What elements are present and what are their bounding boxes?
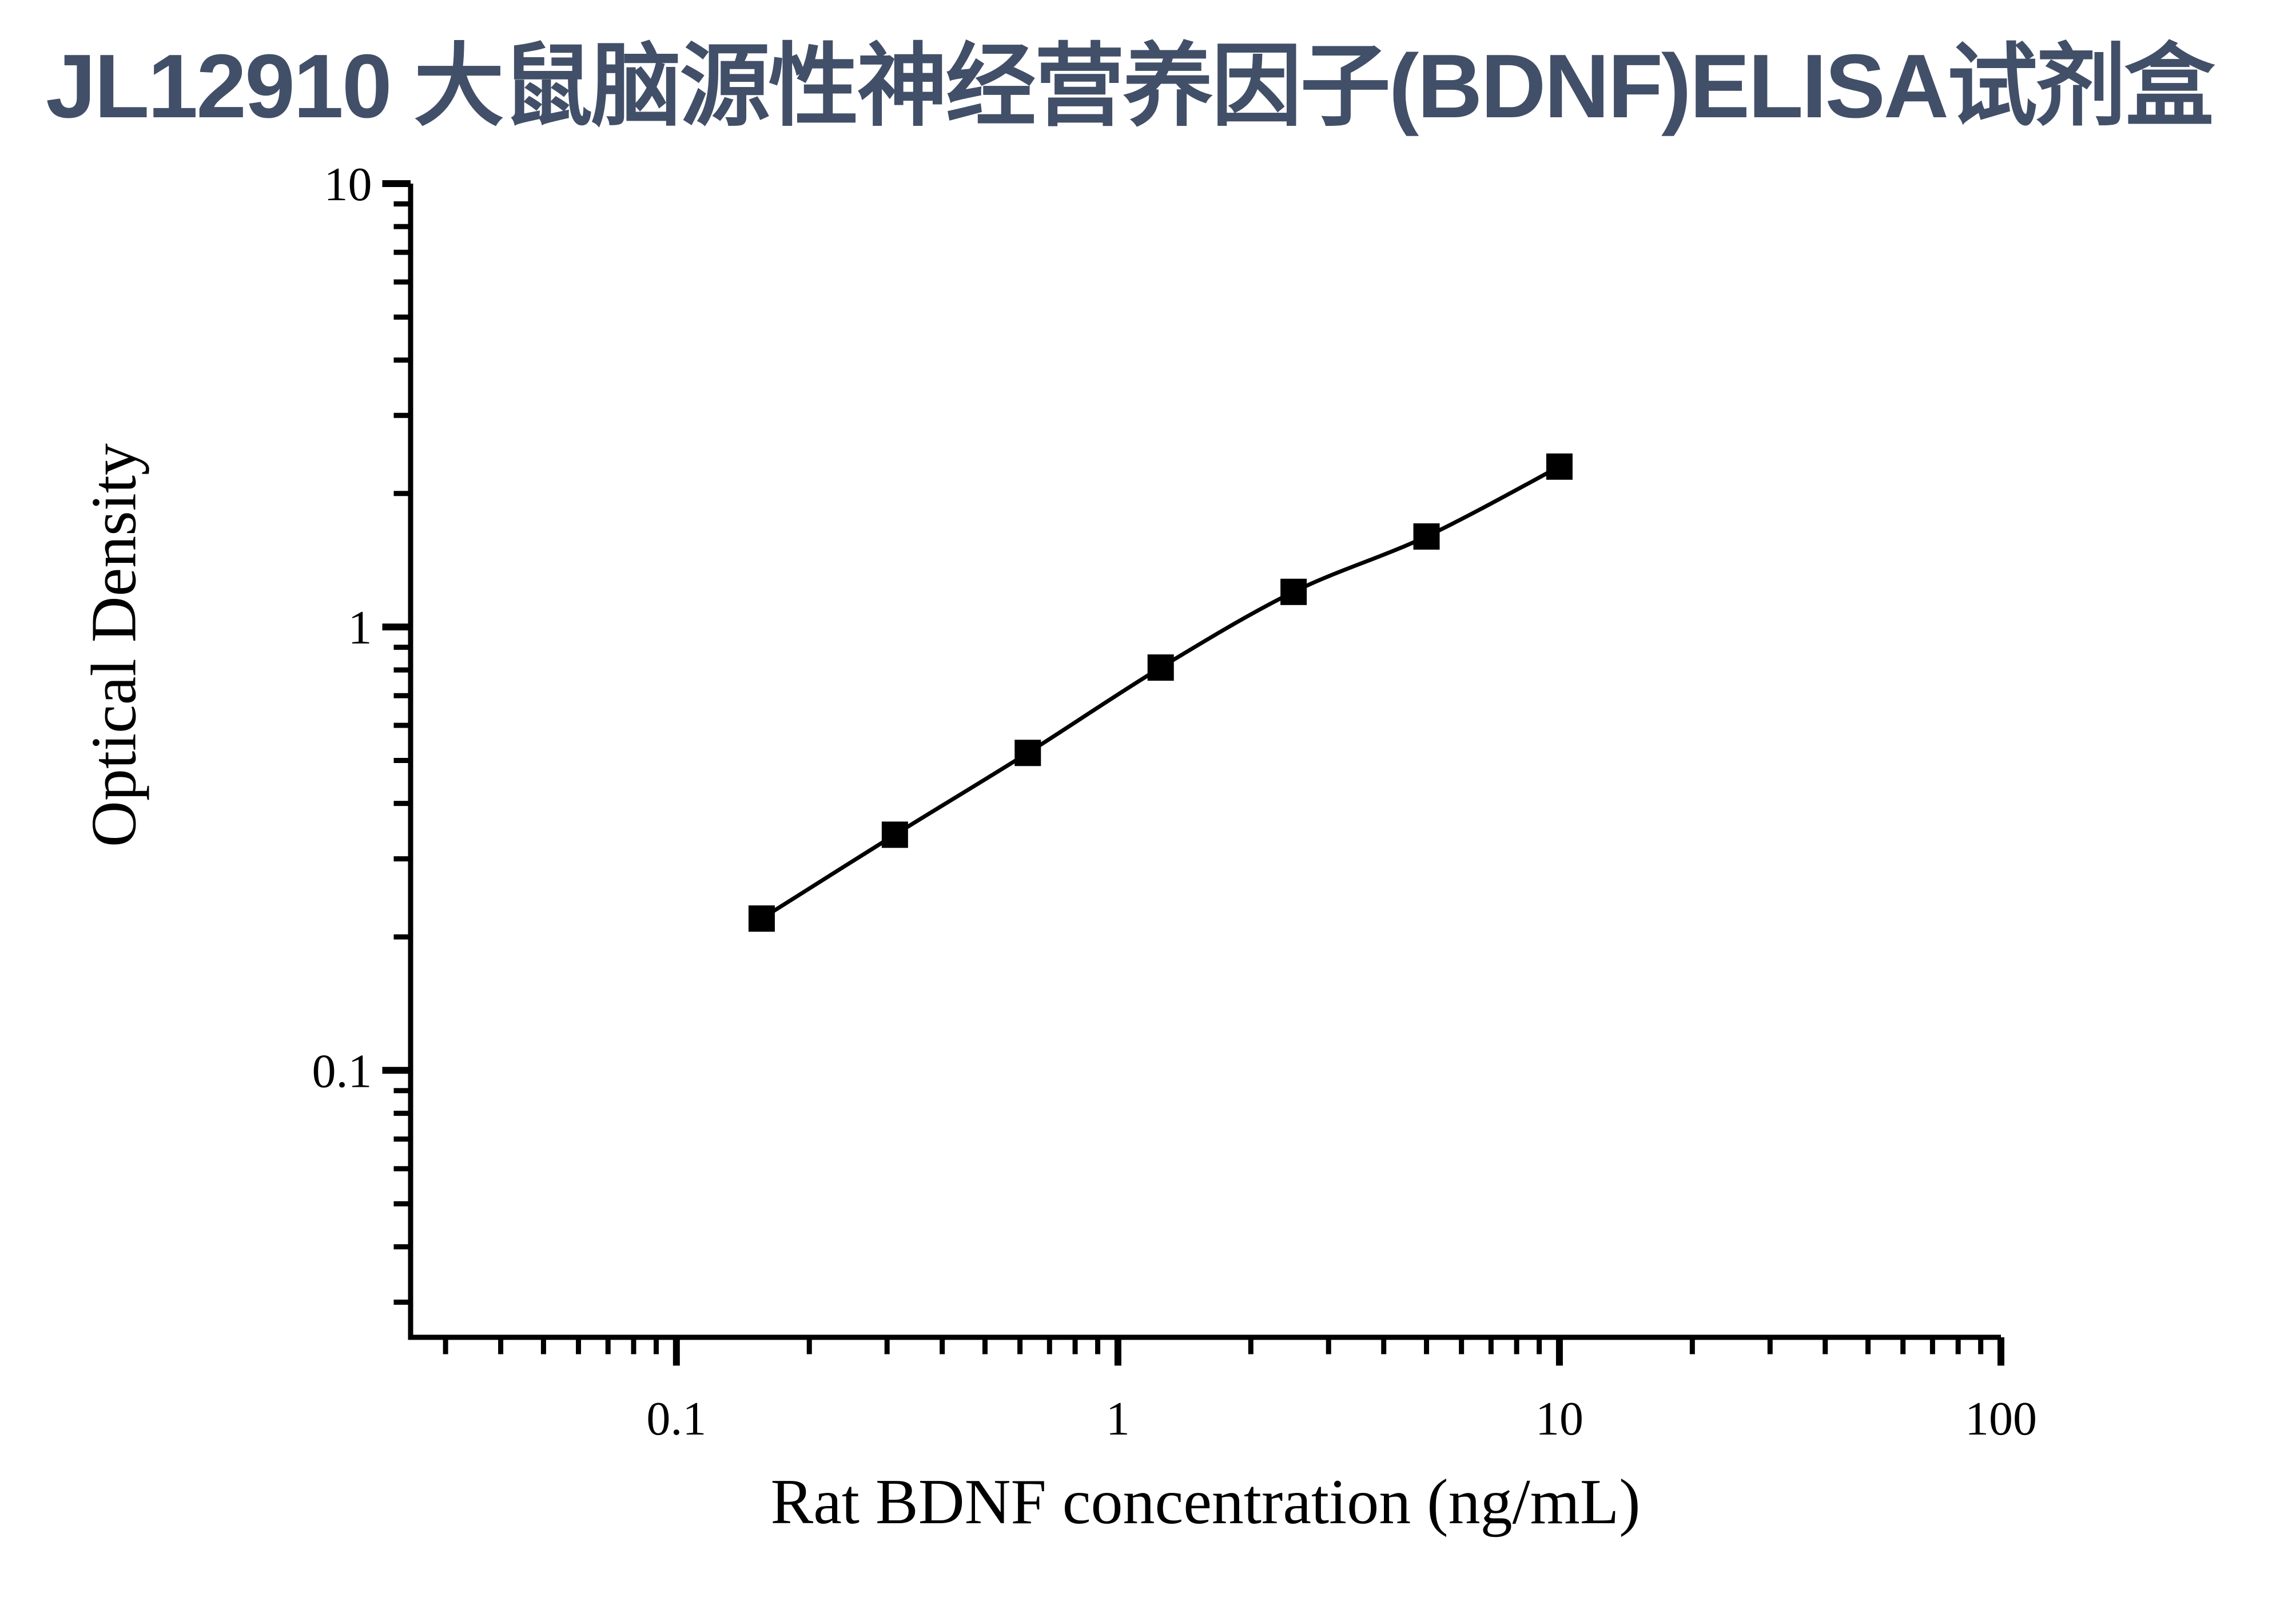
x-tick-label: 1 (1106, 1392, 1130, 1445)
data-point-marker (1014, 740, 1041, 766)
x-axis-title: Rat BDNF concentration (ng/mL) (770, 1467, 1641, 1538)
standard-curve-line (761, 464, 1561, 920)
data-point-marker (881, 821, 908, 848)
x-tick-label: 100 (1965, 1392, 2037, 1445)
y-tick-label: 0.1 (312, 1044, 372, 1098)
data-point-marker (1546, 453, 1573, 480)
data-point-marker (1147, 654, 1174, 681)
data-point-marker (748, 905, 775, 932)
y-tick-label: 10 (324, 158, 372, 211)
y-axis-title: Optical Density (78, 443, 150, 848)
y-tick-label: 1 (348, 601, 372, 654)
x-tick-label: 0.1 (646, 1392, 706, 1445)
x-tick-label: 10 (1535, 1392, 1583, 1445)
data-point-marker (1280, 578, 1307, 605)
page-title: JL12910 大鼠脑源性神经营养因子(BDNF)ELISA试剂盒 (46, 36, 2215, 137)
data-point-marker (1413, 523, 1440, 550)
